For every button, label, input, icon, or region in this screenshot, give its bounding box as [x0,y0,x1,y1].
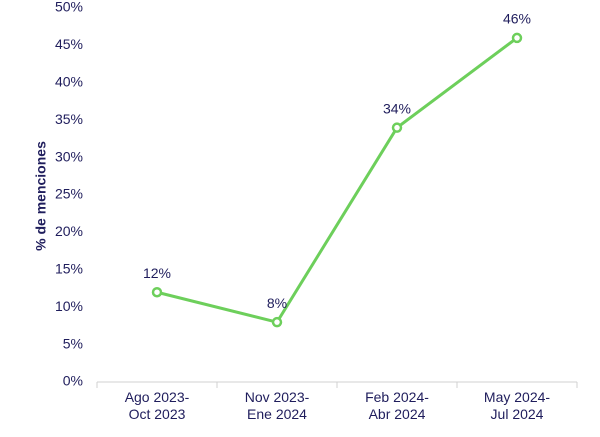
x-tick-label: Nov 2023-Ene 2024 [245,389,310,422]
y-tick-label: 15% [55,261,83,277]
y-tick-label: 20% [55,223,83,239]
x-tick-label: Feb 2024-Abr 2024 [365,389,429,422]
point [271,316,283,328]
y-tick-label: 30% [55,148,83,164]
data-label: 46% [503,11,531,27]
point [511,32,523,44]
y-tick-label: 45% [55,36,83,52]
y-tick-label: 40% [55,74,83,90]
point [391,122,403,133]
data-label: 34% [383,100,411,116]
y-tick-label: 5% [63,335,83,351]
data-label: 12% [143,265,171,281]
y-axis-title: % de menciones [33,141,49,251]
y-tick-label: 35% [55,111,83,127]
y-tick-label: 50% [55,0,83,15]
x-tick-label: May 2024-Jul 2024 [484,389,550,422]
y-tick-label: 25% [55,186,83,202]
y-tick-label: 0% [63,373,83,389]
y-tick-label: 10% [55,298,83,314]
line [156,36,518,324]
point [151,286,163,298]
data-label: 8% [267,295,287,311]
x-tick-label: Ago 2023-Oct 2023 [125,389,190,422]
